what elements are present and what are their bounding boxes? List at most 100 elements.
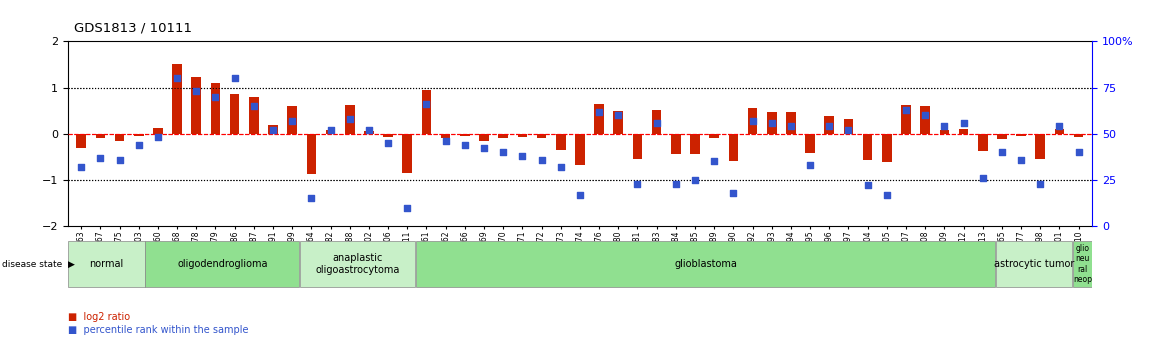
Point — [1011, 157, 1030, 162]
Bar — [939, 130, 950, 134]
Point — [570, 192, 589, 197]
Bar — [729, 134, 738, 161]
Bar — [422, 90, 431, 134]
Bar — [882, 134, 891, 162]
Text: anaplastic
oligoastrocytoma: anaplastic oligoastrocytoma — [315, 253, 399, 275]
Text: ■  log2 ratio: ■ log2 ratio — [68, 312, 130, 322]
Point — [513, 153, 531, 159]
Bar — [364, 131, 374, 134]
Point — [839, 127, 857, 133]
FancyBboxPatch shape — [996, 241, 1072, 287]
Bar — [595, 104, 604, 134]
Bar — [269, 125, 278, 134]
Bar — [1055, 129, 1064, 134]
Bar — [249, 97, 258, 134]
Point — [704, 159, 723, 164]
Point — [993, 149, 1011, 155]
Bar — [633, 134, 642, 159]
Bar — [287, 106, 297, 134]
Text: astrocytic tumor: astrocytic tumor — [994, 259, 1075, 269]
Bar — [114, 134, 124, 141]
Bar — [326, 130, 335, 134]
FancyBboxPatch shape — [300, 241, 416, 287]
Point — [303, 196, 321, 201]
FancyBboxPatch shape — [1073, 241, 1092, 287]
Point — [225, 76, 244, 81]
Bar — [345, 105, 355, 134]
Point — [283, 118, 301, 124]
Bar — [383, 134, 392, 137]
Point — [877, 192, 896, 197]
Bar — [134, 134, 144, 136]
Bar — [709, 134, 719, 138]
Bar — [997, 134, 1007, 139]
Bar — [173, 65, 182, 134]
Point — [456, 142, 474, 148]
Bar — [96, 134, 105, 138]
Bar — [306, 134, 317, 174]
Point — [398, 205, 417, 210]
Bar — [440, 134, 451, 138]
Point — [340, 116, 359, 122]
Point — [763, 120, 781, 125]
Point — [110, 157, 128, 162]
Point — [1070, 149, 1089, 155]
Point — [781, 124, 800, 129]
Text: ■  percentile rank within the sample: ■ percentile rank within the sample — [68, 325, 249, 335]
Bar — [902, 105, 911, 134]
FancyBboxPatch shape — [416, 241, 995, 287]
Point — [551, 164, 570, 170]
Bar — [556, 134, 565, 150]
Point — [1050, 124, 1069, 129]
Bar — [517, 134, 527, 137]
Point — [686, 177, 704, 183]
Point — [628, 181, 647, 186]
Bar — [460, 134, 470, 136]
Point — [244, 103, 263, 109]
Point — [590, 109, 609, 114]
Point — [954, 120, 973, 125]
Bar — [153, 128, 162, 134]
Bar — [767, 111, 777, 134]
Bar — [403, 134, 412, 173]
Point — [71, 164, 90, 170]
Bar — [575, 134, 585, 165]
Text: oligodendroglioma: oligodendroglioma — [178, 259, 267, 269]
Point — [801, 162, 820, 168]
Point — [437, 138, 456, 144]
Point — [417, 101, 436, 107]
Bar — [210, 83, 221, 134]
Point — [360, 127, 378, 133]
Point — [973, 175, 992, 181]
Bar — [672, 134, 681, 155]
Point — [474, 146, 493, 151]
Point — [378, 140, 397, 146]
Text: glio
neu
ral
neop: glio neu ral neop — [1073, 244, 1092, 284]
Bar — [499, 134, 508, 138]
Bar — [690, 134, 700, 155]
Point — [858, 183, 877, 188]
Point — [820, 124, 839, 129]
Bar — [76, 134, 86, 148]
Point — [321, 127, 340, 133]
Bar — [825, 116, 834, 134]
Bar — [1016, 134, 1026, 136]
Point — [916, 112, 934, 118]
Bar — [978, 134, 987, 151]
Point — [264, 127, 283, 133]
Bar — [863, 134, 872, 160]
Bar — [786, 111, 795, 134]
Point — [533, 157, 551, 162]
Point — [743, 118, 762, 124]
Bar — [959, 129, 968, 134]
Text: disease state  ▶: disease state ▶ — [2, 259, 75, 268]
Bar — [920, 106, 930, 134]
Point — [187, 88, 206, 94]
Bar — [1036, 134, 1045, 159]
Text: GDS1813 / 10111: GDS1813 / 10111 — [74, 21, 192, 34]
Bar — [479, 134, 488, 141]
Point — [897, 107, 916, 112]
Bar — [748, 108, 757, 134]
Bar — [805, 134, 815, 153]
Point — [130, 142, 148, 148]
